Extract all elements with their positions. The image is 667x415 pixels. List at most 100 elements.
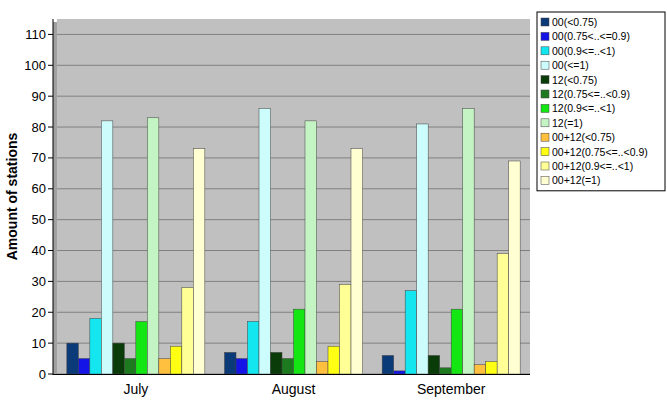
tick-mark [48,127,53,128]
bar [294,309,306,374]
legend-label: 00+12(=1) [552,174,600,186]
tick-mark [48,343,53,344]
tick-label: 20 [32,305,46,320]
tick-label: 90 [32,89,46,104]
bar [382,355,394,374]
tick-label: 110 [25,27,46,42]
tick-mark [48,65,53,66]
tick-label: 50 [32,212,46,227]
x-axis [53,374,530,375]
tick-label: 0 [39,367,46,382]
legend-swatch [541,90,549,98]
chart: 0 10 20 30 40 50 60 70 80 90 100 110 July August Septe… [0,0,667,415]
category-label: August [272,381,316,397]
category-label: July [123,381,148,397]
tick-label: 60 [32,181,46,196]
bar [78,359,90,374]
tick-mark [48,188,53,189]
tick-mark [48,312,53,313]
legend-label: 00(<0.75) [552,16,597,28]
tick-label: 10 [32,336,46,351]
bar [124,359,136,374]
bar [90,318,102,374]
legend-label: 00+12(0.75<=..<0.9) [552,146,648,158]
legend-label: 00(0.75<..<=0.9) [552,30,630,42]
tick-mark [48,219,53,220]
tick-label: 30 [32,274,46,289]
bar [328,346,340,374]
legend-swatch [541,32,549,40]
bar [405,291,417,374]
bar [136,322,148,374]
bar [236,359,248,374]
legend-label: 12(0.9<=..<1) [552,102,615,114]
bar [147,118,159,374]
legend-swatch [541,148,549,156]
bar [417,124,429,374]
tick-mark [48,281,53,282]
grid-line [57,65,530,66]
bar [67,343,79,374]
legend-label: 12(=1) [552,117,583,129]
bar [340,284,352,374]
legend-swatch [541,162,549,170]
tick-label: 100 [24,58,46,73]
bar [259,109,271,374]
legend-swatch [541,76,549,84]
bar [509,161,520,374]
bar [451,309,463,374]
legend-swatch [541,104,549,112]
legend-swatch [541,47,549,55]
grid-line [57,157,530,158]
tick-label: 40 [32,243,46,258]
bar [248,322,260,374]
bar [474,365,486,374]
bar [463,109,475,374]
legend-label: 00(<=1) [552,59,589,71]
legend-swatch [541,18,549,26]
category-label: September [417,381,486,397]
grid-line [57,96,530,97]
bar [193,149,205,374]
legend-swatch [541,176,549,184]
legend-box [537,12,665,191]
tick-mark [48,157,53,158]
legend-label: 00+12(<0.75) [552,131,615,143]
legend-label: 12(0.75<=..<0.9) [552,88,630,100]
tick-label: 80 [32,120,46,135]
tick-label: 70 [32,150,46,165]
tick-mark [48,34,53,35]
bar [394,371,406,374]
bar [486,362,498,374]
bar [440,368,452,374]
bar [225,352,237,374]
bar [159,359,171,374]
bar [497,254,509,374]
tick-mark [48,96,53,97]
grid-line [57,34,530,35]
legend: 00(<0.75) 00(0.75<..<=0.9) 00(0.9<=..<1) 00… [537,12,665,191]
legend-swatch [541,119,549,127]
bar [271,352,283,374]
legend-swatch [541,61,549,69]
tick-mark [48,250,53,251]
legend-swatch [541,133,549,141]
legend-label: 00+12(0.9<=..<1) [552,160,633,172]
y-axis [53,19,54,375]
plot-area [57,19,530,374]
grid-line [57,219,530,220]
legend-label: 00(0.9<=..<1) [552,45,615,57]
tick-mark [48,374,53,375]
grid-line [57,281,530,282]
bar [428,355,440,374]
bar [282,359,294,374]
bar [170,346,182,374]
plot-wall [53,22,57,374]
bar [101,121,113,374]
grid-line [57,127,530,128]
grid-line [57,188,530,189]
grid-line [57,250,530,251]
legend-label: 12(<0.75) [552,74,597,86]
y-axis-label: Amount of stations [4,133,20,261]
bar [113,343,125,374]
